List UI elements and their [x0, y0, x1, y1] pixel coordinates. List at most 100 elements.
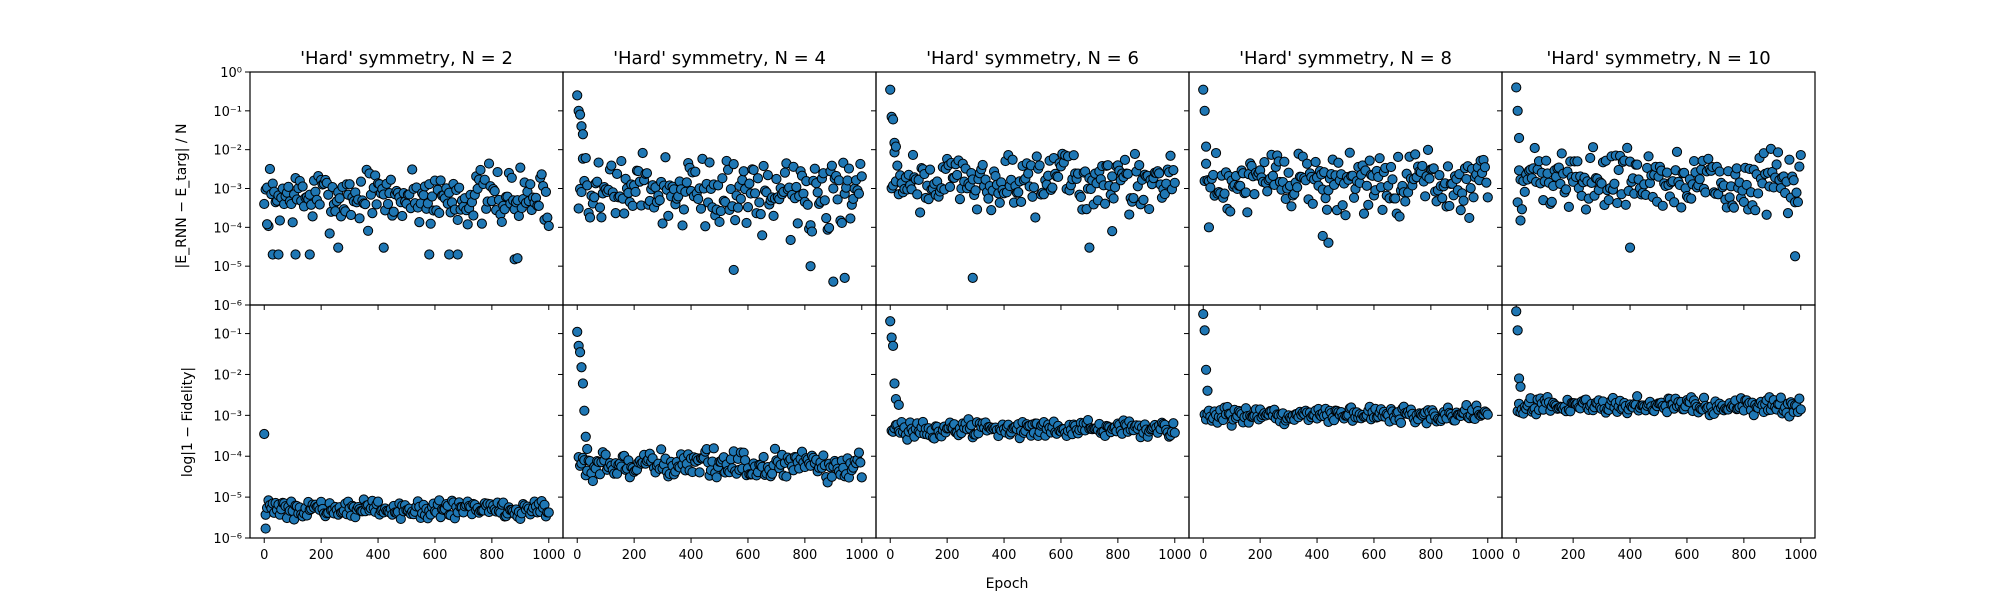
data-point: [324, 228, 335, 239]
data-point: [1169, 177, 1180, 188]
data-point: [1511, 306, 1522, 317]
data-point: [1210, 147, 1222, 159]
data-point: [576, 362, 587, 373]
data-point: [855, 158, 866, 170]
data-point: [378, 242, 389, 253]
data-point: [424, 249, 435, 260]
data-point: [1789, 251, 1801, 262]
data-point: [1208, 169, 1219, 181]
x-tick-label: 0: [260, 548, 268, 563]
data-point: [1513, 132, 1525, 144]
axes-energy: 10⁻⁶ 10⁻⁵ 10⁻⁴ 10⁻³ 10⁻² 10⁻¹ 10⁰: [213, 66, 564, 314]
data-point: [572, 326, 583, 337]
axes-energy: [558, 71, 877, 310]
data-point: [1107, 225, 1118, 237]
data-point: [594, 469, 606, 480]
data-point: [1546, 196, 1557, 207]
data-point: [654, 195, 665, 206]
data-point: [833, 175, 845, 186]
data-point: [711, 472, 722, 483]
data-point: [912, 189, 923, 200]
data-point: [1030, 212, 1041, 223]
data-point: [1394, 211, 1405, 222]
data-point: [708, 443, 719, 454]
data-point: [260, 523, 271, 534]
data-point: [1410, 149, 1421, 160]
data-point: [893, 399, 904, 411]
data-point: [735, 193, 746, 204]
x-tick-label: 400: [992, 548, 1017, 563]
data-point: [1007, 154, 1018, 165]
axes-fidelity: 0 200 400 600 800 1000: [558, 304, 878, 563]
data-point: [496, 216, 507, 228]
data-point: [887, 114, 899, 125]
data-point: [533, 200, 544, 211]
data-point: [1200, 364, 1212, 375]
y-tick-label: 10⁻¹: [213, 328, 242, 343]
data-point: [1688, 155, 1700, 167]
data-point: [574, 347, 586, 358]
x-tick-label: 200: [1561, 548, 1586, 563]
data-point: [1512, 325, 1523, 336]
data-point: [290, 249, 301, 260]
data-point: [1259, 157, 1270, 168]
data-point: [818, 450, 829, 461]
data-point: [678, 204, 690, 215]
data-point: [657, 218, 668, 229]
data-point: [1107, 171, 1118, 182]
data-point: [967, 272, 978, 283]
data-point: [1081, 203, 1092, 215]
data-point: [768, 210, 779, 221]
data-point: [758, 160, 769, 172]
data-point: [1279, 156, 1290, 167]
data-point: [1794, 161, 1805, 172]
data-point: [1669, 197, 1680, 208]
data-point: [407, 164, 418, 175]
data-point: [1761, 209, 1772, 220]
data-point: [1791, 187, 1802, 198]
data-point: [1286, 201, 1297, 212]
data-point: [843, 163, 855, 174]
data-point: [1122, 168, 1133, 179]
y-tick-label: 10⁻⁴: [213, 450, 242, 465]
data-point: [397, 210, 408, 222]
data-point: [1283, 167, 1294, 178]
data-point: [1344, 147, 1355, 158]
x-tick-label: 800: [1105, 548, 1130, 563]
data-point: [1587, 142, 1599, 153]
data-point: [1661, 167, 1673, 178]
data-point: [1385, 161, 1397, 173]
data-point: [1694, 174, 1705, 185]
data-point: [259, 428, 270, 440]
data-point: [730, 215, 741, 226]
data-point: [738, 166, 749, 177]
data-point: [1377, 204, 1388, 215]
data-point: [1240, 187, 1252, 198]
data-point: [1199, 325, 1210, 336]
x-tick-label: 400: [366, 548, 391, 563]
panel-title: 'Hard' symmetry, N = 2: [300, 48, 513, 69]
data-point: [785, 234, 796, 246]
data-point: [744, 178, 755, 189]
data-point: [1075, 191, 1086, 203]
panel-2: 'Hard' symmetry, N = 4 0 200 400 600 800 1000: [558, 48, 878, 563]
data-point: [1728, 202, 1740, 213]
data-point: [1219, 188, 1230, 199]
data-point: [540, 186, 552, 197]
data-point: [434, 207, 445, 219]
data-point: [371, 199, 382, 210]
data-point: [418, 190, 429, 201]
data-point: [762, 170, 773, 181]
data-point: [1632, 159, 1643, 170]
data-point: [1482, 409, 1493, 420]
data-point: [355, 176, 367, 187]
data-point: [1679, 167, 1690, 178]
data-point: [1028, 182, 1040, 193]
data-point: [1333, 157, 1344, 168]
x-tick-label: 200: [309, 548, 334, 563]
data-point: [515, 162, 526, 173]
x-tick-label: 600: [1362, 548, 1387, 563]
data-point: [580, 152, 591, 164]
data-point: [600, 449, 611, 460]
data-point: [1165, 150, 1176, 161]
